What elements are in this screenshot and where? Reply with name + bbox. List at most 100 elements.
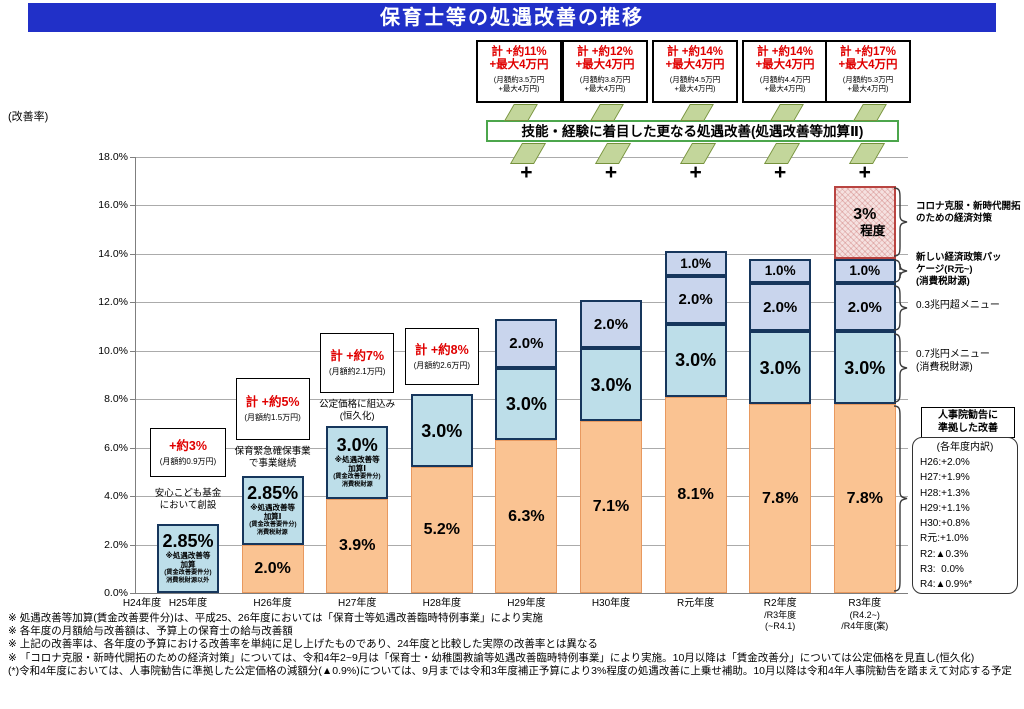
segment-value: 2.0%: [509, 335, 544, 352]
x-axis-label-line: R元年度: [676, 598, 715, 609]
segment-value: 6.3%: [508, 507, 545, 525]
plus-sign: +: [520, 161, 533, 184]
segment-subline: (賃金改善要件分): [333, 473, 381, 481]
y-tick-label: 14.0%: [98, 247, 128, 260]
y-tick-mark: [130, 593, 135, 594]
segment-subline: 加算Ⅰ: [348, 464, 367, 474]
right-annotation: 新しい経済政策パッ ケージ(R元~) (消費税財源): [916, 252, 1022, 288]
segment-value: 8.1%: [677, 485, 714, 503]
y-tick-label: 2.0%: [104, 538, 128, 551]
bar-segment-orange: 6.3%: [495, 440, 558, 593]
brace: [893, 333, 909, 403]
right-annotation: 0.3兆円超メニュー: [916, 299, 1022, 312]
callout-caption: 保育緊急確保事業 で事業継続: [218, 446, 328, 470]
gridline: [135, 205, 908, 207]
summary-small-line: +最大4万円): [847, 84, 889, 93]
x-axis-label: H28年度: [397, 598, 487, 610]
summary-small-line: (月額約3.5万円: [493, 75, 545, 84]
summary-red-line: +最大4万円: [575, 59, 635, 71]
x-axis-line: [135, 593, 908, 594]
x-axis-label-line: H26年度: [253, 598, 292, 609]
footnotes: ※ 処遇改善等加算(賃金改善要件分)は、平成25、26年度においては「保育士等処…: [8, 612, 1018, 678]
breakdown-row: H26:+2.0%: [920, 457, 970, 468]
y-tick-label: 4.0%: [104, 490, 128, 503]
total-summary-box: 計 +約14% +最大4万円 (月額約4.4万円 +最大4万円): [742, 40, 828, 103]
segment-subline: 消費税財源以外: [166, 577, 210, 585]
x-axis-label-line: H25年度: [168, 598, 208, 609]
segment-value: 2.0%: [678, 291, 713, 309]
green-arrow: [590, 104, 624, 121]
x-axis-label: R3年度 (R4.2~)/R4年度(案): [820, 598, 910, 633]
x-axis-label-line: R3年度: [848, 598, 882, 609]
y-tick-mark: [130, 205, 135, 207]
x-axis-label: H29年度: [481, 598, 571, 610]
segment-subline: ※処遇改善等: [250, 503, 295, 513]
segment-value: 2.85%: [247, 483, 299, 504]
segment-value: 2.85%: [162, 531, 214, 552]
plus-sign: +: [774, 161, 787, 184]
segment-subline: ※処遇改善等: [334, 455, 380, 465]
x-axis-label-line: H24年度: [122, 598, 162, 609]
callout-total-value: 計 +約7%: [330, 349, 385, 363]
breakdown-row: H28:+1.3%: [920, 487, 970, 499]
right-annotation-line: (消費税財源): [916, 362, 973, 373]
callout-total-box: 計 +約7% (月額約2.1万円): [320, 333, 395, 393]
right-annotation-line: 0.3兆円超メニュー: [916, 300, 1000, 311]
bar-segment-teal: 2.85% ※処遇改善等 加算 (賃金改善要件分) 消費税財源以外: [157, 523, 219, 593]
summary-small-line: +最大4万円): [584, 84, 626, 93]
segment-subline: 加算Ⅰ: [263, 512, 282, 522]
bar-segment-orange: 7.8%: [833, 404, 896, 593]
summary-red-line: +最大4万円: [665, 59, 725, 71]
breakdown-row: H29:+1.1%: [920, 502, 970, 514]
bar-segment-purple: 2.0%: [833, 282, 896, 332]
right-annotation-line: のための経済対策: [916, 213, 993, 224]
bar-segment-teal: 3.0% ※処遇改善等 加算Ⅰ (賃金改善要件分) 消費税財源: [326, 425, 389, 499]
callout-caption: 安心こども基金 において創設: [133, 488, 243, 512]
x-axis-label: H25年度: [143, 598, 233, 610]
plus-sign: +: [689, 161, 702, 184]
bar-segment-purple: 1.0%: [664, 251, 727, 276]
bar-segment-purple: 2.0%: [495, 319, 558, 368]
callout-caption-line: (恒久化): [339, 411, 375, 422]
y-tick-mark: [130, 447, 135, 449]
total-summary-box: 計 +約11% +最大4万円 (月額約3.5万円 +最大4万円): [476, 40, 562, 103]
x-axis-label: H30年度: [566, 598, 656, 610]
bar-segment-orange: 8.1%: [664, 396, 727, 593]
x-axis-label-line: H28年度: [422, 598, 461, 609]
y-tick-mark: [130, 496, 135, 498]
callout-monthly-value: (月額約0.9万円): [159, 456, 217, 466]
segment-value: 1.0%: [849, 263, 881, 279]
segment-subline: (賃金改善要件分): [248, 521, 297, 528]
footnote: ※ 上記の改善率は、各年度の予算における改善率を単純に足し上げたものであり、24…: [8, 638, 598, 651]
bar-segment-teal: 3.0%: [410, 394, 473, 468]
brace: [893, 285, 909, 331]
green-arrow: [853, 104, 887, 121]
y-tick-label: 8.0%: [104, 393, 128, 406]
green-arrow: [504, 104, 538, 121]
y-axis-line: [135, 157, 136, 593]
callout-caption-line: 安心こども基金: [154, 488, 222, 499]
bar-segment-teal: 3.0%: [749, 331, 812, 405]
x-axis-label: H27年度: [312, 598, 402, 610]
bar-segment-purple: 2.0%: [580, 299, 642, 349]
y-tick-label: 16.0%: [98, 199, 128, 212]
jinji-kankoku-box: 人事院勧告に 準拠した改善: [921, 407, 1015, 438]
gridline: [135, 302, 908, 304]
right-annotation: コロナ克服・新時代開拓 のための経済対策: [916, 201, 1022, 225]
x-axis-label-line: H30年度: [591, 598, 631, 609]
y-tick-label: 12.0%: [98, 296, 128, 309]
bar-segment-teal: 3.0%: [664, 324, 727, 397]
jinji-line: 人事院勧告に: [938, 410, 998, 421]
summary-small-line: +最大4万円): [674, 84, 716, 93]
bar-segment-teal: 3.0%: [495, 367, 558, 441]
bar-segment-purple: 2.0%: [749, 282, 812, 332]
segment-subline: 消費税財源: [257, 529, 289, 536]
callout-total-box: +約3% (月額約0.9万円): [150, 428, 226, 477]
right-annotation: 0.7兆円メニュー (消費税財源): [916, 348, 1022, 374]
plus-sign: +: [858, 161, 871, 184]
segment-value: 2.0%: [593, 315, 629, 333]
bar-segment-orange: 5.2%: [410, 467, 473, 593]
breakdown-row: R元:+1.0%: [920, 533, 969, 545]
segment-subline: 加算: [180, 560, 196, 570]
